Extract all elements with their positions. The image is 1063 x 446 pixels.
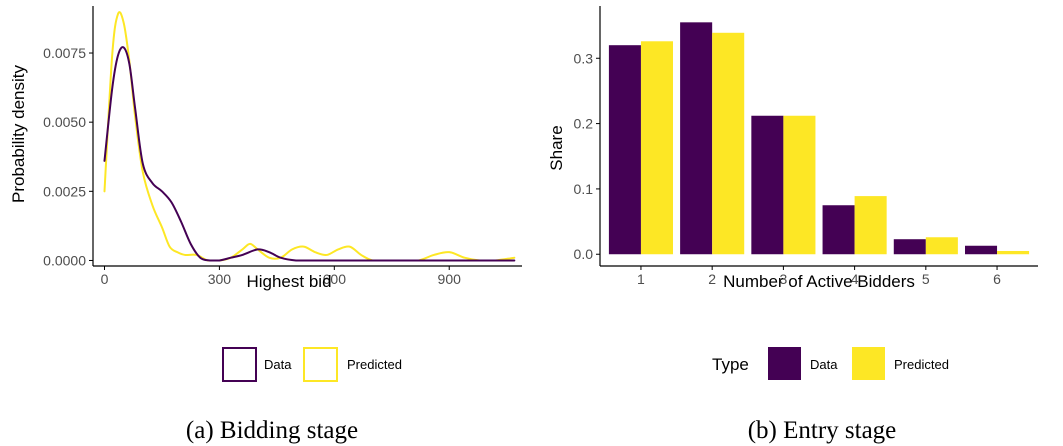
b-legend-label-data: Data (810, 357, 838, 372)
a-density-lines (103, 11, 516, 262)
b-bar-data (680, 22, 713, 255)
b-bar-predicted (997, 250, 1030, 255)
a-y-tick-label: 0.0075 (43, 45, 86, 61)
a-legend-label-data: Data (264, 357, 292, 372)
b-x-tick-label: 2 (708, 271, 716, 287)
b-x-tick-label: 5 (922, 271, 930, 287)
b-legend-title: Type (712, 355, 749, 374)
a-x-tick-label: 300 (208, 271, 232, 287)
b-legend-key-predicted (852, 347, 885, 380)
a-x-tick-label: 900 (438, 271, 462, 287)
b-x-axis-title: Number of Active Bidders (723, 272, 915, 291)
b-x-ticks: 1 2 3 4 5 6 (637, 266, 1001, 287)
a-x-ticks: 0 300 600 900 (101, 266, 462, 287)
b-bar-predicted (783, 115, 816, 255)
a-y-tick-label: 0.0050 (43, 114, 86, 130)
b-x-tick-label: 1 (637, 271, 645, 287)
b-legend: Type Data Predicted (712, 347, 949, 380)
b-bar-data (965, 245, 998, 255)
b-x-tick-label: 4 (851, 271, 859, 287)
panel-entry-stage: 0.0 0.1 0.2 0.3 1 2 3 4 5 6 Number of Active Bid… (547, 6, 1038, 444)
b-y-axis-title: Share (547, 125, 566, 170)
b-y-ticks: 0.0 0.1 0.2 0.3 (574, 50, 600, 262)
b-y-tick-label: 0.3 (574, 50, 594, 66)
b-x-tick-label: 3 (779, 271, 787, 287)
a-caption: (a) Bidding stage (186, 417, 358, 444)
a-legend-label-predicted: Predicted (347, 357, 402, 372)
b-x-tick-label: 6 (993, 271, 1001, 287)
a-series-line-predicted (103, 11, 516, 262)
a-y-axis-title: Probability density (9, 65, 28, 203)
a-series-line-data (103, 46, 516, 262)
a-y-ticks: 0.0000 0.0025 0.0050 0.0075 (43, 45, 93, 268)
b-bars (608, 22, 1030, 255)
b-bar-data (608, 45, 641, 255)
b-bar-predicted (925, 237, 958, 255)
b-caption: (b) Entry stage (748, 417, 897, 444)
a-legend-key-data (222, 347, 257, 382)
b-bar-data (751, 115, 784, 255)
b-bar-data (893, 239, 926, 255)
b-legend-key-data (768, 347, 801, 380)
b-bar-predicted (854, 196, 887, 255)
a-y-tick-label: 0.0000 (43, 252, 86, 268)
b-y-tick-label: 0.0 (574, 246, 594, 262)
b-legend-label-predicted: Predicted (894, 357, 949, 372)
a-x-tick-label: 600 (323, 271, 347, 287)
a-x-tick-label: 0 (101, 271, 109, 287)
panel-bidding-stage: 0.0000 0.0025 0.0050 0.0075 0 300 600 900 High… (9, 6, 522, 444)
a-legend: Data Predicted (222, 347, 402, 382)
a-y-tick-label: 0.0025 (43, 183, 86, 199)
b-bar-predicted (640, 41, 673, 255)
a-x-axis-title: Highest bid (246, 272, 331, 291)
b-y-tick-label: 0.1 (574, 181, 594, 197)
a-legend-key-predicted (303, 347, 338, 382)
b-bar-data (822, 205, 855, 255)
b-y-tick-label: 0.2 (574, 116, 594, 132)
b-bar-predicted (712, 32, 745, 255)
